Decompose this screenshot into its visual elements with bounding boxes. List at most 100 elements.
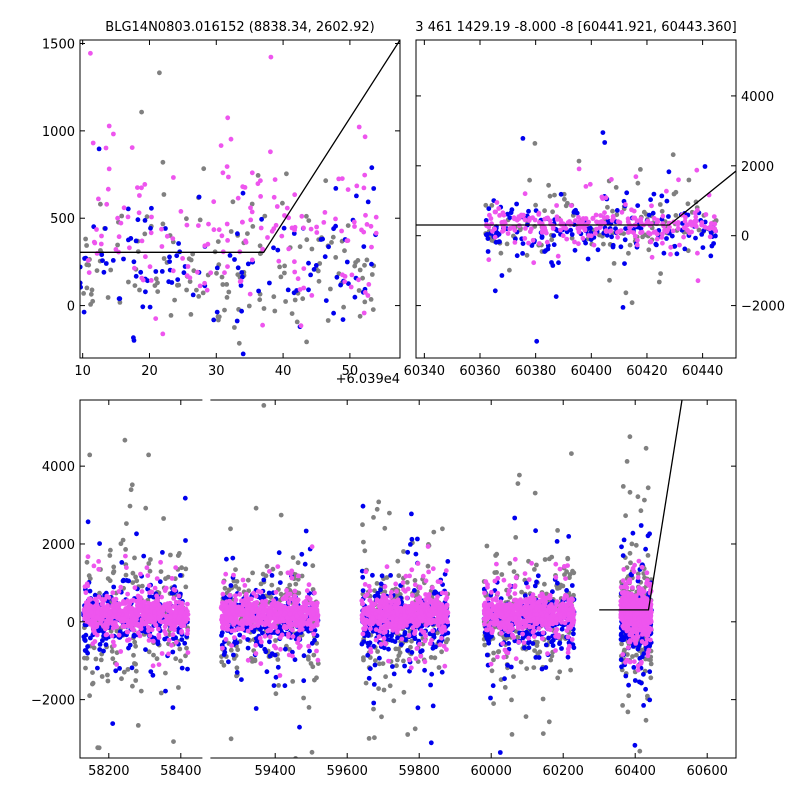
data-point [240, 219, 245, 225]
data-point [566, 534, 572, 539]
data-point [123, 553, 128, 559]
data-point [380, 661, 386, 666]
data-point [87, 588, 93, 594]
data-point [148, 225, 153, 231]
data-point [157, 70, 162, 76]
data-point [662, 227, 667, 233]
data-point [375, 649, 380, 654]
data-point [299, 573, 305, 579]
data-point [177, 646, 183, 652]
data-point [170, 268, 176, 274]
data-point [415, 705, 421, 711]
data-point [85, 619, 91, 625]
data-point [673, 213, 679, 218]
data-point [155, 280, 160, 286]
data-point [110, 614, 116, 620]
data-point [685, 201, 691, 207]
data-point [145, 624, 151, 630]
data-point [179, 665, 185, 671]
data-point [514, 201, 519, 207]
data-point [139, 583, 145, 589]
data-point [169, 590, 175, 596]
data-point [240, 603, 246, 608]
data-point [625, 652, 630, 657]
data-point [660, 240, 665, 246]
data-point [554, 203, 559, 208]
data-point [179, 637, 185, 642]
data-point [231, 652, 236, 658]
data-point [601, 215, 607, 220]
data-point [104, 593, 110, 599]
data-point [130, 683, 135, 689]
data-point [259, 216, 264, 222]
data-point [86, 573, 92, 579]
data-point [660, 213, 666, 219]
data-point [88, 291, 94, 297]
data-point [123, 572, 129, 578]
data-point [391, 698, 397, 704]
data-point [85, 612, 91, 618]
data-point [379, 573, 385, 579]
data-point [93, 603, 99, 608]
data-point [393, 646, 399, 652]
data-point [163, 688, 168, 694]
x-offset-text: +6.039e4 [336, 372, 400, 387]
data-point [307, 596, 313, 602]
data-point [569, 232, 575, 237]
data-point [235, 626, 241, 631]
data-point [223, 621, 229, 626]
data-point [259, 599, 265, 604]
data-point [569, 235, 575, 241]
data-point [101, 269, 107, 275]
data-point [111, 569, 117, 574]
data-point [619, 544, 624, 550]
data-point [617, 220, 623, 225]
x-tick-label: 40 [275, 364, 292, 379]
data-point [126, 578, 131, 584]
data-point [643, 717, 649, 723]
data-point [571, 570, 577, 576]
data-point [236, 586, 242, 592]
data-point [370, 307, 376, 312]
data-point [277, 580, 283, 585]
data-point [511, 215, 517, 221]
data-point [522, 217, 528, 223]
data-point [292, 657, 298, 663]
data-point [96, 566, 102, 572]
data-point [102, 611, 108, 617]
data-point [585, 256, 591, 262]
data-point [287, 582, 293, 588]
data-point [148, 557, 153, 562]
data-point [178, 610, 184, 616]
data-point [372, 588, 377, 593]
data-point [321, 220, 327, 225]
data-point [160, 331, 166, 337]
data-point [110, 604, 115, 610]
data-point [543, 230, 549, 236]
data-point [527, 229, 533, 235]
data-point [309, 293, 315, 298]
data-point [638, 508, 644, 514]
data-point [131, 652, 136, 658]
data-point [695, 250, 700, 256]
data-point [592, 231, 598, 236]
data-point [643, 546, 648, 552]
data-point [94, 268, 100, 273]
data-point [292, 297, 298, 303]
data-point [595, 247, 601, 253]
data-point [257, 243, 263, 249]
data-point [139, 185, 144, 191]
data-point [323, 298, 329, 303]
data-point [265, 235, 270, 240]
data-point [293, 581, 299, 587]
data-point [159, 244, 165, 249]
data-point [532, 141, 538, 146]
data-point [158, 569, 164, 574]
data-point [590, 216, 596, 222]
data-point [131, 259, 137, 265]
data-point [486, 206, 492, 212]
data-point [244, 610, 250, 616]
data-point [100, 258, 105, 263]
data-point [118, 584, 124, 590]
data-point [180, 256, 186, 261]
